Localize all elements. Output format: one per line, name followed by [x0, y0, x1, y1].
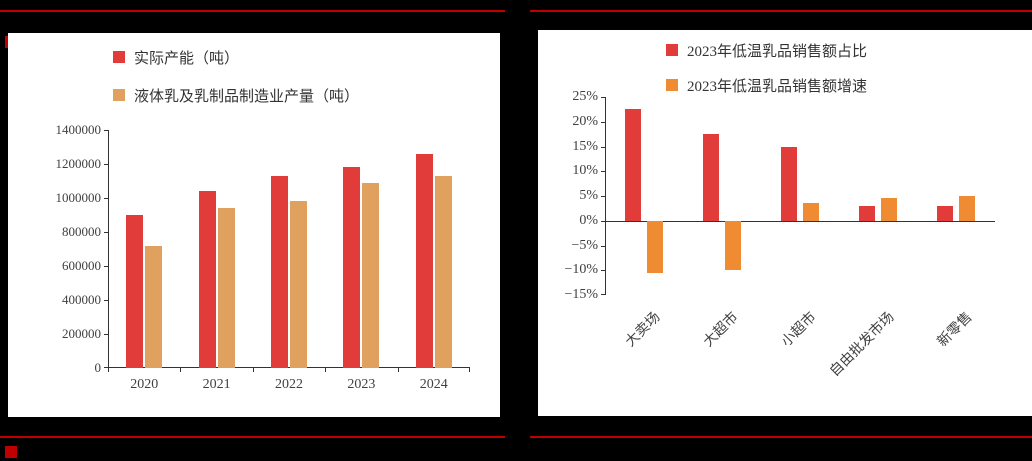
lowtemp-chart-legend: 2023年低温乳品销售额占比 2023年低温乳品销售额增速 — [666, 38, 867, 108]
y-tick-label: 25% — [572, 89, 598, 104]
y-tick-label: 0% — [579, 212, 598, 228]
y-tick-label: 1400000 — [55, 122, 102, 137]
capacity-chart-legend: 实际产能（吨） 液体乳及乳制品制造业产量（吨） — [113, 45, 359, 121]
y-tick-mark — [601, 171, 605, 173]
y-tick-label: 20% — [572, 113, 598, 129]
y-tick-mark — [104, 164, 108, 165]
legend-swatch — [666, 44, 678, 56]
y-tick-mark — [601, 245, 605, 247]
bar-series-2 — [647, 220, 663, 273]
x-tick-mark — [108, 368, 109, 372]
capacity-bar-chart: 0 200000 400000 600000 800000 1000000 1200000 1… — [56, 122, 470, 392]
x-category-label: 自由批发市场 — [827, 309, 898, 380]
y-tick-label: 10% — [572, 163, 598, 179]
bar-series-2 — [881, 198, 897, 221]
y-tick-mark — [601, 294, 605, 295]
lowtemp-sales-bar-chart: −15% −10% −5% 0% 5% 10% 15% 20% 25% 大卖场 大超市 小超市 自由批发… — [564, 89, 995, 380]
bar-series-2 — [145, 245, 162, 368]
red-square-marker-bottom — [5, 446, 17, 458]
lowtemp-dairy-chart-panel: 2023年低温乳品销售额占比 2023年低温乳品销售额增速 −15% −10% −5%… — [538, 30, 1032, 416]
legend-swatch — [113, 89, 125, 101]
bar-series-2 — [435, 175, 452, 368]
y-tick-mark — [601, 270, 605, 272]
top-rule-left — [0, 10, 505, 12]
bar-series-2 — [290, 201, 307, 368]
y-tick-label: 0 — [94, 360, 102, 375]
y-tick-mark — [104, 130, 108, 131]
y-tick-label: 15% — [572, 138, 598, 154]
legend-label: 液体乳及乳制品制造业产量（吨） — [134, 88, 360, 105]
y-tick-mark — [601, 196, 605, 197]
legend-item: 液体乳及乳制品制造业产量（吨） — [113, 83, 359, 107]
bar-series-1 — [416, 153, 433, 368]
y-tick-label: −5% — [571, 237, 598, 253]
x-tick-mark — [398, 368, 399, 372]
bar-series-1 — [343, 167, 360, 368]
x-tick-mark — [469, 368, 470, 372]
y-tick-mark — [601, 220, 605, 222]
x-tick-mark — [180, 368, 181, 372]
y-tick-mark — [104, 300, 108, 301]
y-axis — [605, 97, 606, 295]
bar-series-2 — [725, 220, 741, 271]
x-axis — [108, 367, 470, 368]
bar-series-1 — [126, 215, 143, 368]
x-category-label: 2021 — [202, 377, 231, 392]
bar-series-1 — [625, 109, 641, 221]
y-tick-mark — [601, 121, 605, 123]
y-tick-label: 800000 — [62, 224, 101, 239]
bar-series-1 — [781, 146, 797, 221]
y-tick-mark — [104, 232, 108, 233]
x-category-label: 小超市 — [779, 309, 820, 351]
x-category-label: 2024 — [419, 377, 448, 392]
y-tick-mark — [601, 97, 605, 98]
capacity-chart-panel: 实际产能（吨） 液体乳及乳制品制造业产量（吨） 0 200000 400000 6000… — [8, 33, 500, 417]
x-category-label: 2022 — [275, 377, 303, 392]
bar-series-1 — [199, 191, 216, 368]
bar-series-2 — [362, 182, 379, 368]
y-tick-mark — [601, 146, 605, 148]
y-tick-mark — [104, 198, 108, 199]
y-tick-label: 600000 — [62, 258, 101, 273]
x-category-label: 大超市 — [701, 309, 742, 351]
y-tick-mark — [104, 367, 108, 368]
x-category-label: 大卖场 — [623, 309, 664, 351]
y-tick-label: 1200000 — [55, 156, 102, 171]
legend-item: 实际产能（吨） — [113, 45, 359, 69]
y-tick-label: 5% — [579, 188, 598, 203]
x-tick-mark — [253, 368, 254, 372]
legend-item: 2023年低温乳品销售额占比 — [666, 38, 867, 62]
bar-series-1 — [703, 134, 719, 221]
x-category-label: 新零售 — [935, 309, 976, 351]
bar-series-1 — [859, 205, 875, 221]
legend-label: 2023年低温乳品销售额占比 — [687, 43, 868, 60]
y-tick-label: −15% — [564, 287, 598, 302]
legend-label: 2023年低温乳品销售额增速 — [687, 78, 868, 95]
y-tick-label: 400000 — [62, 292, 101, 307]
bar-series-1 — [937, 205, 953, 221]
x-tick-mark — [325, 368, 326, 372]
y-tick-label: 1000000 — [55, 190, 102, 205]
bar-series-1 — [271, 175, 288, 368]
legend-swatch — [666, 79, 678, 91]
x-axis — [605, 220, 995, 222]
bar-series-2 — [959, 196, 975, 221]
bar-series-2 — [803, 203, 819, 221]
legend-item: 2023年低温乳品销售额增速 — [666, 73, 867, 97]
x-category-label: 2020 — [130, 377, 159, 392]
x-category-label: 2023 — [347, 377, 376, 392]
bottom-rule-right — [530, 436, 1032, 438]
bottom-rule-left — [0, 436, 505, 438]
legend-label: 实际产能（吨） — [134, 50, 240, 67]
y-axis — [108, 130, 109, 368]
bar-series-2 — [218, 208, 235, 368]
y-tick-label: −10% — [564, 262, 598, 278]
y-tick-label: 200000 — [62, 326, 101, 341]
legend-swatch — [113, 51, 125, 63]
top-rule-right — [530, 10, 1032, 12]
y-tick-mark — [104, 266, 108, 267]
y-tick-mark — [104, 334, 108, 335]
